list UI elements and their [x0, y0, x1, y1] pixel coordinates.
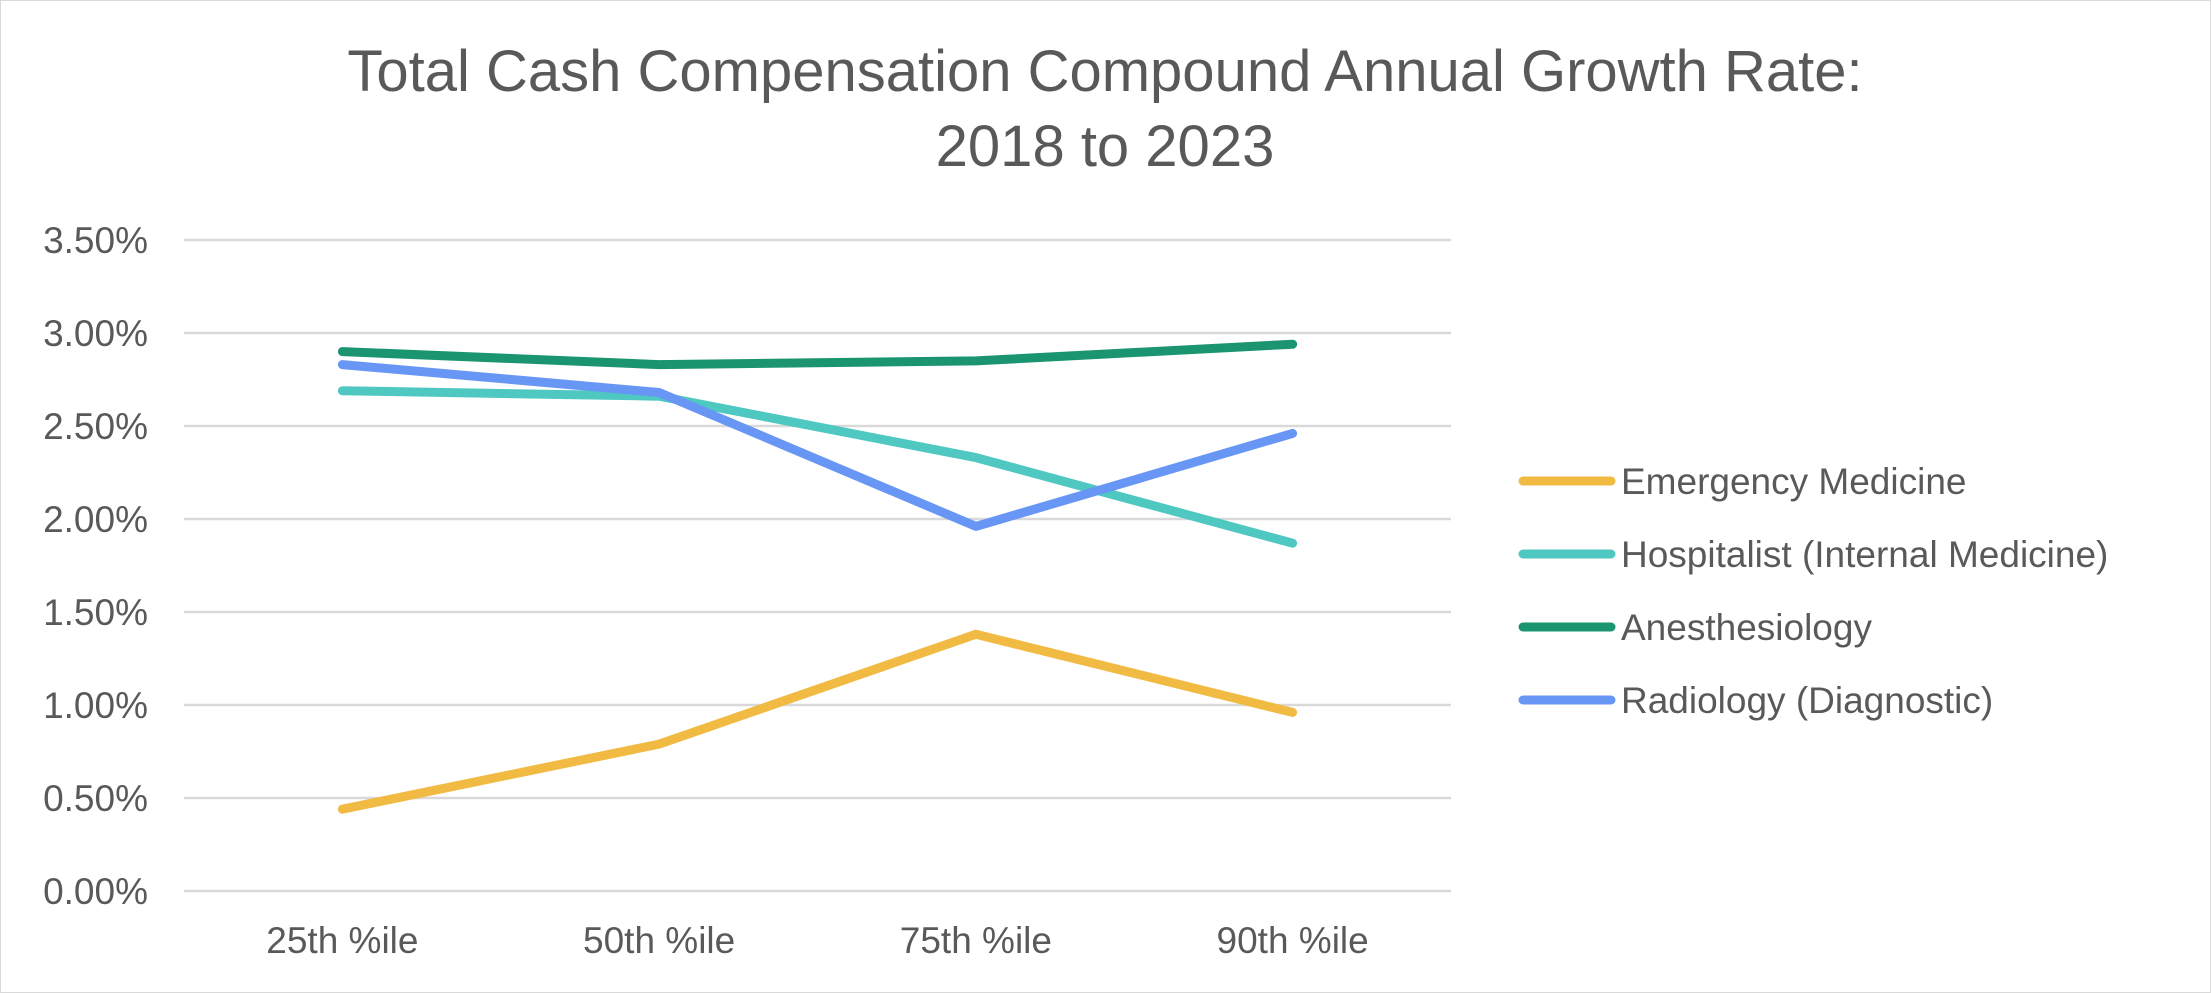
x-tick-label: 90th %ile [1217, 920, 1369, 961]
gridlines [184, 238, 1451, 893]
chart-title: Total Cash Compensation Compound Annual … [347, 39, 1862, 104]
chart-subtitle: 2018 to 2023 [936, 114, 1275, 179]
series-line [337, 360, 1298, 531]
y-tick-label: 1.50% [43, 592, 148, 633]
legend-label: Hospitalist (Internal Medicine) [1621, 534, 2108, 575]
y-tick-label: 2.50% [43, 406, 148, 447]
x-tick-label: 50th %ile [583, 920, 735, 961]
series-line [337, 629, 1298, 814]
legend-label: Emergency Medicine [1621, 461, 1966, 502]
y-tick-label: 3.00% [43, 313, 148, 354]
y-tick-label: 0.00% [43, 871, 148, 912]
legend: Emergency Medicine Hospitalist (Internal … [1518, 461, 2108, 721]
x-tick-label: 25th %ile [266, 920, 418, 961]
x-tick-label: 75th %ile [900, 920, 1052, 961]
y-tick-label: 3.50% [43, 220, 148, 261]
legend-label: Anesthesiology [1621, 607, 1872, 648]
legend-label: Radiology (Diagnostic) [1621, 680, 1993, 721]
series-line [337, 339, 1298, 370]
series-lines [337, 339, 1298, 814]
x-axis-ticks: 25th %ile 50th %ile 75th %ile 90th %ile [266, 920, 1368, 961]
y-tick-label: 0.50% [43, 778, 148, 819]
y-tick-label: 2.00% [43, 499, 148, 540]
y-axis-ticks: 0.00% 0.50% 1.00% 1.50% 2.00% 2.50% 3.00% 3.50% [43, 220, 148, 912]
series-line [337, 386, 1298, 548]
y-tick-label: 1.00% [43, 685, 148, 726]
